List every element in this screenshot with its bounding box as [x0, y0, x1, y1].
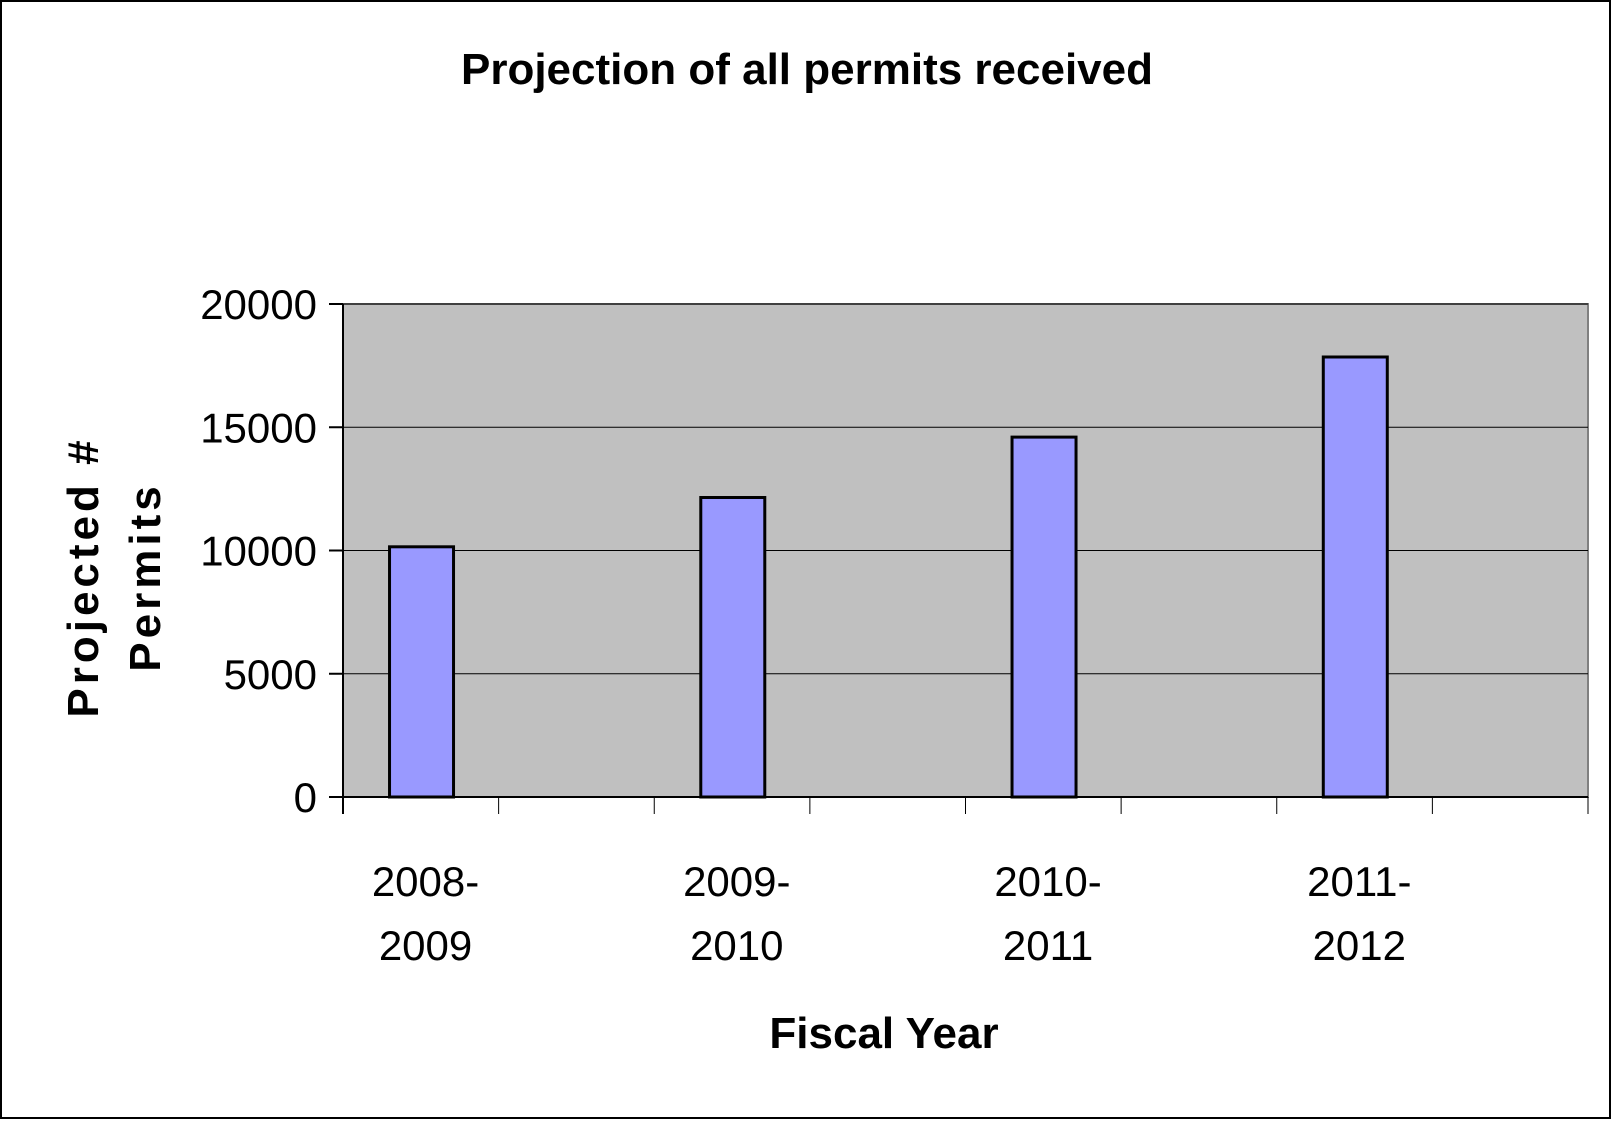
y-tick-label: 5000	[224, 651, 317, 698]
bar-2009-2010	[699, 496, 767, 799]
x-tick-label-line: 2009-	[683, 858, 790, 905]
y-axis-title-line: Projected #	[59, 436, 108, 717]
x-axis-title: Fiscal Year	[769, 1009, 998, 1058]
x-tick-label-line: 2011-	[1307, 858, 1411, 905]
bar-2011-2012	[1321, 355, 1389, 799]
x-tick-label: 2010- 2011	[994, 858, 1101, 969]
bar-2010-2011	[1010, 435, 1078, 799]
y-axis-title-line: Permits	[121, 482, 170, 671]
y-tick-label: 20000	[200, 281, 317, 328]
x-tick-label: 2011- 2012	[1307, 858, 1411, 969]
y-tick-label: 15000	[200, 404, 317, 451]
y-axis-title-text: Projected # Permits	[59, 436, 170, 717]
x-tick-label-line: 2009	[379, 922, 472, 969]
bar-2008-2009	[388, 545, 456, 799]
x-tick-label: 2009- 2010	[683, 858, 790, 969]
x-tick-label-line: 2010	[690, 922, 783, 969]
x-tick-label-line: 2008-	[372, 858, 479, 905]
y-axis-title: Projected # Permits	[59, 436, 170, 717]
x-tick-label-line: 2012	[1313, 922, 1406, 969]
x-tick-label-line: 2011	[1003, 922, 1093, 969]
axes	[329, 303, 1589, 814]
chart-title: Projection of all permits received	[461, 45, 1153, 94]
y-tick-labels: 0 5000 10000 15000 20000	[200, 281, 317, 821]
y-tick-label: 0	[294, 774, 317, 821]
x-tick-label-line: 2010-	[994, 858, 1101, 905]
x-tick-label: 2008- 2009	[372, 858, 479, 969]
x-tick-labels: 2008- 2009 2009- 2010 2010- 2011 2011- 2012	[372, 858, 1412, 969]
y-tick-label: 10000	[200, 528, 317, 575]
